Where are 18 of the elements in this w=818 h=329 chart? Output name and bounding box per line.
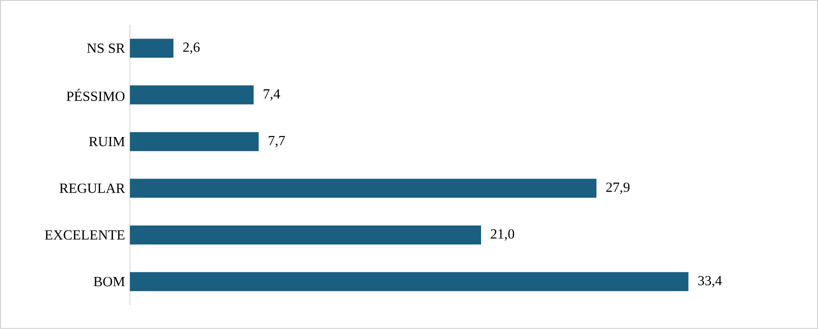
data-label: 7,4: [264, 89, 280, 101]
data-label: 33,4: [698, 276, 722, 288]
y-tick-label: EXCELENTE: [44, 230, 124, 240]
y-tick-label: RUIM: [89, 137, 125, 146]
bar: [130, 272, 688, 292]
bar: [130, 132, 259, 152]
data-label: 21,0: [490, 229, 514, 241]
bar: [130, 178, 596, 198]
y-tick-label: NS SR: [87, 44, 126, 53]
data-label: 7,7: [268, 136, 285, 148]
bar: [130, 226, 482, 245]
bar: [130, 85, 254, 104]
data-label: 2,6: [183, 42, 200, 54]
y-tick-label: PÉSSIMO: [66, 88, 125, 102]
y-tick-label: BOM: [94, 277, 125, 286]
data-label: 27,9: [606, 182, 630, 194]
y-tick-label: REGULAR: [60, 184, 126, 194]
bar: [130, 38, 174, 58]
